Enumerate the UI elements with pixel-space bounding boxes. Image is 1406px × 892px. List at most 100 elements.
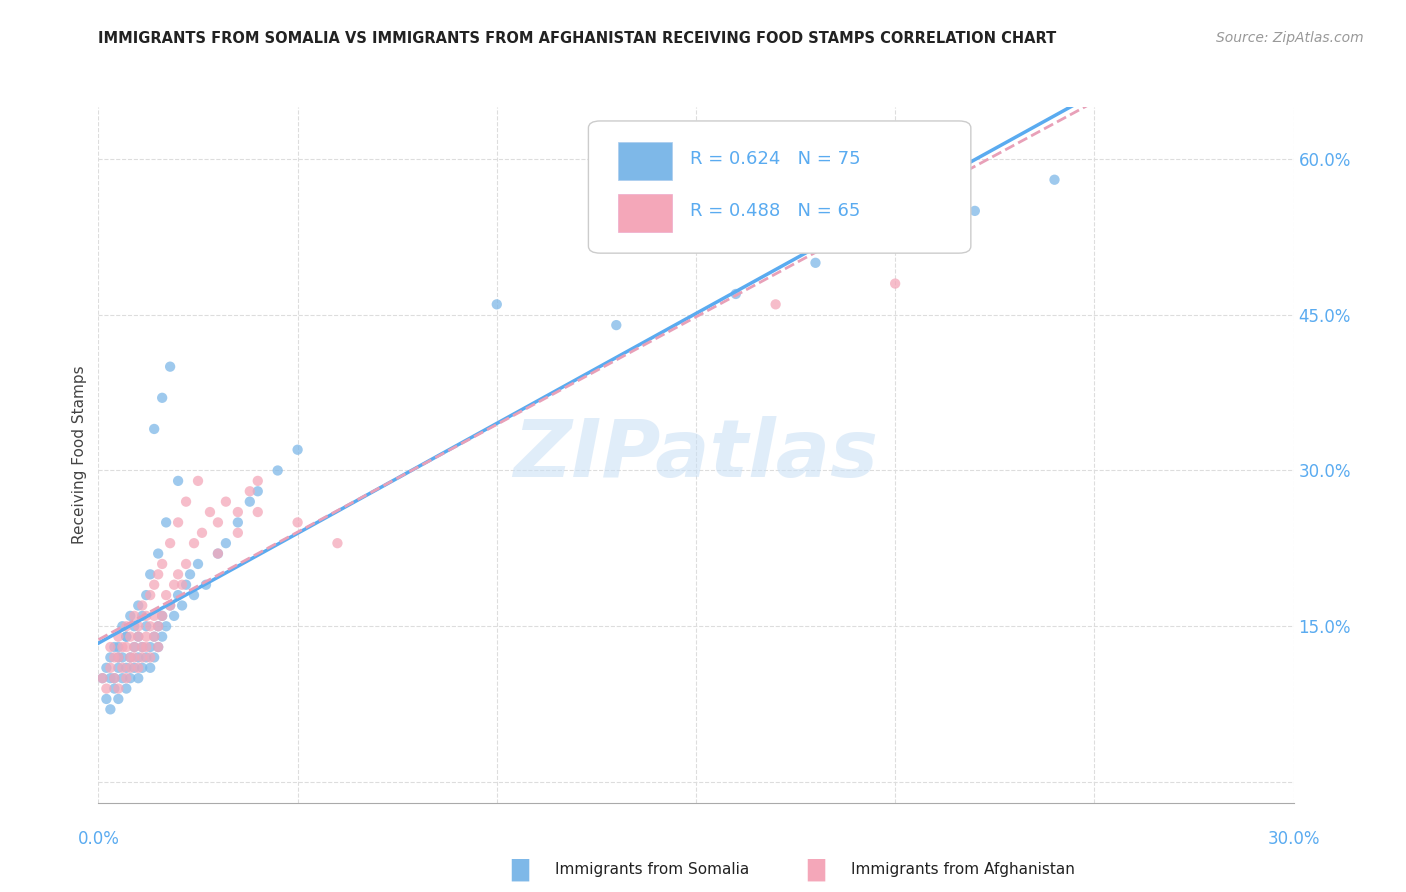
Point [139, 567, 162, 582]
Text: Immigrants from Afghanistan: Immigrants from Afghanistan [851, 863, 1074, 877]
Point [150, 630, 173, 644]
Point [120, 650, 142, 665]
Point [131, 650, 153, 665]
Point [107, 650, 129, 665]
Point [172, 599, 194, 613]
Point [135, 650, 157, 665]
Point [163, 608, 186, 623]
Point [98, 661, 122, 675]
Point [148, 547, 170, 561]
Point [135, 630, 157, 644]
Point [167, 588, 190, 602]
Point [98, 640, 122, 654]
Point [98, 650, 122, 665]
Point [215, 494, 238, 508]
Point [150, 391, 173, 405]
Point [155, 588, 177, 602]
Text: 0.0%: 0.0% [77, 830, 120, 847]
Point [143, 650, 166, 665]
Point [111, 671, 134, 685]
Point [804, 256, 827, 270]
Point [127, 599, 149, 613]
Point [179, 567, 201, 582]
Point [174, 578, 197, 592]
Point [239, 484, 262, 499]
Point [191, 525, 214, 540]
Text: █: █ [807, 858, 824, 881]
Point [159, 599, 181, 613]
Point [155, 516, 177, 530]
Point [111, 650, 134, 665]
Point [103, 671, 125, 685]
Y-axis label: Receiving Food Stamps: Receiving Food Stamps [72, 366, 87, 544]
Point [103, 681, 125, 696]
Point [159, 359, 181, 374]
Point [239, 494, 262, 508]
Point [172, 578, 194, 592]
Text: R = 0.488   N = 65: R = 0.488 N = 65 [690, 202, 860, 220]
Point [135, 640, 157, 654]
Point [724, 287, 747, 301]
Point [115, 619, 138, 633]
Point [267, 463, 290, 477]
Point [143, 578, 166, 592]
Point [131, 661, 153, 675]
Point [131, 608, 153, 623]
FancyBboxPatch shape [588, 121, 970, 253]
Point [96, 661, 118, 675]
Point [884, 277, 907, 291]
Point [765, 297, 787, 311]
Point [143, 630, 166, 644]
Point [139, 588, 162, 602]
Point [103, 650, 125, 665]
Point [96, 681, 118, 696]
Point [1043, 172, 1066, 186]
Point [111, 619, 134, 633]
Point [124, 608, 146, 623]
Text: Immigrants from Somalia: Immigrants from Somalia [555, 863, 749, 877]
Point [174, 494, 197, 508]
Point [127, 619, 149, 633]
Point [143, 630, 166, 644]
Point [124, 661, 146, 675]
Point [103, 640, 125, 654]
Point [167, 474, 190, 488]
Point [159, 599, 181, 613]
Point [120, 630, 142, 644]
Text: 30.0%: 30.0% [1267, 830, 1320, 847]
Point [139, 619, 162, 633]
Point [246, 484, 269, 499]
Point [187, 557, 209, 571]
Point [183, 588, 205, 602]
FancyBboxPatch shape [619, 142, 672, 180]
Point [107, 681, 129, 696]
Text: Source: ZipAtlas.com: Source: ZipAtlas.com [1216, 31, 1364, 45]
Point [884, 235, 907, 249]
Point [159, 536, 181, 550]
Text: █: █ [512, 858, 529, 881]
Point [326, 536, 349, 550]
Point [127, 661, 149, 675]
Point [124, 640, 146, 654]
Point [111, 661, 134, 675]
Point [98, 702, 122, 716]
Point [127, 630, 149, 644]
Point [287, 516, 309, 530]
Point [115, 630, 138, 644]
Point [131, 640, 153, 654]
Point [139, 650, 162, 665]
Point [115, 671, 138, 685]
Point [111, 640, 134, 654]
Point [187, 474, 209, 488]
Point [963, 203, 986, 218]
Point [98, 671, 122, 685]
Point [215, 536, 238, 550]
Point [246, 505, 269, 519]
Point [91, 671, 114, 685]
Point [167, 567, 190, 582]
Point [139, 661, 162, 675]
Point [120, 661, 142, 675]
Point [183, 536, 205, 550]
Point [148, 640, 170, 654]
Point [120, 650, 142, 665]
